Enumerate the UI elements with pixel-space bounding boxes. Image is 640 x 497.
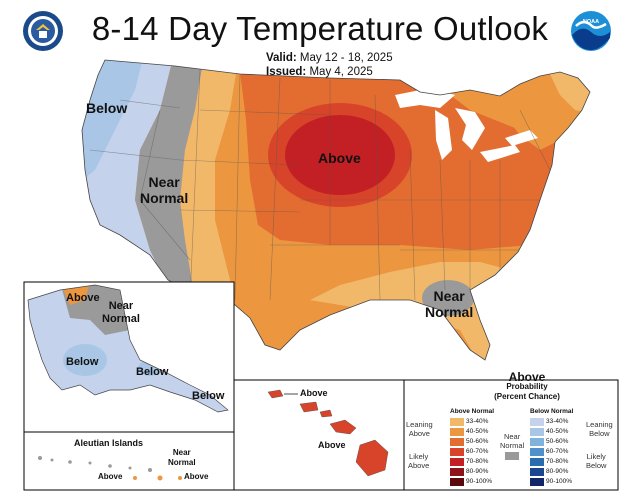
legend-above-range-2: 50-60%	[466, 438, 489, 445]
conus-outline	[81, 59, 591, 361]
noaa-logo-text: NOAA	[583, 19, 599, 25]
aleutian-near-normal: Near Normal	[168, 448, 196, 467]
legend-leaning-below: Leaning Below	[586, 420, 613, 438]
legend-below-range-2: 50-60%	[546, 438, 569, 445]
legend-below-swatch-5	[530, 468, 544, 476]
noaa-logo-icon: NOAA	[571, 11, 611, 51]
ak-label-above: Above	[66, 292, 100, 304]
page-title: 8-14 Day Temperature Outlook	[91, 10, 549, 47]
legend-below-range-3: 60-70%	[546, 448, 569, 455]
valid-issued-block: Valid: May 12 - 18, 2025 Issued: May 4, …	[266, 51, 393, 79]
legend-below-swatch-2	[530, 438, 544, 446]
legend-below-swatch-1	[530, 428, 544, 436]
legend-below-swatch-4	[530, 458, 544, 466]
valid-value: May 12 - 18, 2025	[299, 52, 393, 64]
legend-above-range-3: 60-70%	[466, 448, 489, 455]
legend-below-range-4: 70-80%	[546, 458, 569, 465]
legend-above-swatch-0	[450, 418, 464, 426]
aleutian-above-shading	[133, 475, 182, 481]
legend-above-swatch-5	[450, 468, 464, 476]
hawaii-islands-shading	[267, 389, 389, 477]
legend-above-range-5: 80-90%	[466, 468, 489, 475]
legend-leaning-above: Leaning Above	[406, 420, 433, 438]
aleutian-title: Aleutian Islands	[74, 438, 144, 448]
legend-above-range-0: 33-40%	[466, 418, 489, 425]
legend-above-range-6: 90-100%	[466, 478, 493, 485]
label-near-normal-southeast: Near Normal	[425, 288, 474, 320]
aleutian-islands-shading	[38, 456, 152, 472]
legend-title: Above Probability (Percent Chance)	[494, 370, 560, 401]
ak-label-near-normal: Near Normal	[102, 300, 140, 325]
aleutian-above-1: Above	[98, 472, 123, 481]
legend-below-swatch-3	[530, 448, 544, 456]
ak-label-below-west: Below	[66, 356, 99, 368]
legend-likely-below: Likely Below	[586, 452, 607, 470]
legend-above-swatch-4	[450, 458, 464, 466]
legend-below-range-5: 80-90%	[546, 468, 569, 475]
legend-above-swatch-6	[450, 478, 464, 486]
ak-label-below-south: Below	[136, 366, 169, 378]
legend-below-range-1: 40-50%	[546, 428, 569, 435]
legend-below-swatch-0	[530, 418, 544, 426]
hi-label-above-1: Above	[300, 388, 328, 398]
legend-above-swatch-1	[450, 428, 464, 436]
valid-label: Valid:	[266, 52, 297, 64]
legend-below-swatch-6	[530, 478, 544, 486]
ak-label-below-panhandle: Below	[192, 390, 225, 402]
legend-frame	[403, 379, 619, 491]
great-lakes	[395, 88, 538, 162]
legend-above-swatch-2	[450, 438, 464, 446]
state-boundaries	[89, 69, 551, 301]
hi-label-above-2: Above	[318, 440, 346, 450]
label-below-west: Below	[86, 100, 128, 116]
legend-above-range-1: 40-50%	[466, 428, 489, 435]
issued-label: Issued:	[266, 66, 307, 78]
aleutian-inset-frame	[23, 431, 235, 491]
legend-above-swatch-3	[450, 448, 464, 456]
commerce-seal-icon	[23, 11, 63, 51]
legend-above-range-4: 70-80%	[466, 458, 489, 465]
legend-near-normal: Near Normal	[500, 432, 525, 450]
legend-below-range-6: 90-100%	[546, 478, 573, 485]
legend-near-normal-swatch	[505, 452, 519, 460]
aleutian-above-2: Above	[184, 472, 209, 481]
alaska-outline	[27, 284, 229, 413]
legend-above-header: Above Normal	[450, 408, 495, 415]
label-above-center: Above	[318, 150, 361, 166]
legend-below-range-0: 33-40%	[546, 418, 569, 425]
label-near-normal-west: Near Normal	[140, 174, 189, 206]
legend-likely-above: Likely Above	[408, 452, 430, 470]
legend-below-header: Below Normal	[530, 408, 574, 415]
issued-value: May 4, 2025	[309, 66, 373, 78]
